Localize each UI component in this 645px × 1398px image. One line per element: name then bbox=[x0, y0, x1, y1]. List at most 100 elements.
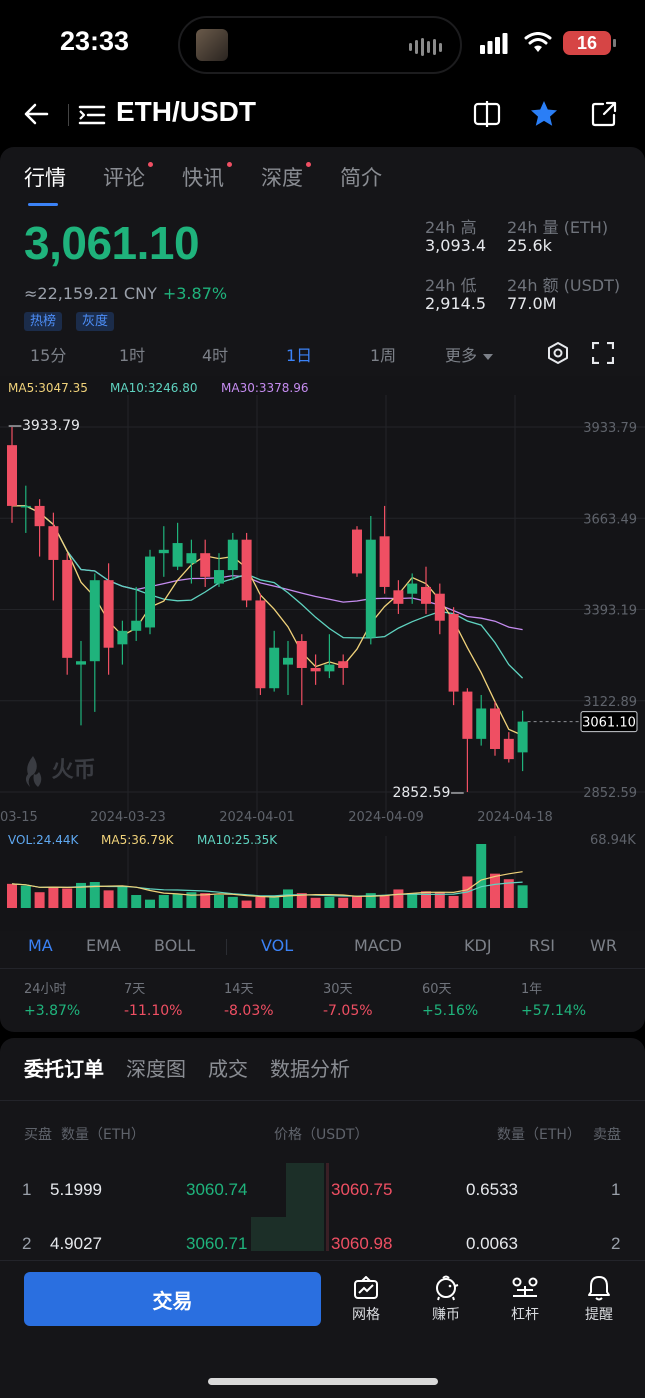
ask-index: 1 bbox=[611, 1180, 621, 1199]
timeframe-4h[interactable]: 4时 bbox=[202, 346, 229, 365]
back-arrow-icon[interactable] bbox=[22, 102, 50, 126]
indicator-divider bbox=[226, 939, 227, 955]
volume-bar bbox=[476, 844, 487, 908]
chart-settings-icon[interactable] bbox=[546, 341, 570, 365]
perf-value-30d: -7.05% bbox=[323, 1003, 373, 1019]
dynamic-island[interactable] bbox=[178, 16, 462, 74]
home-indicator[interactable] bbox=[208, 1378, 438, 1385]
audio-wave-icon bbox=[409, 38, 442, 56]
leverage-button[interactable]: 杠杆 bbox=[500, 1274, 550, 1330]
ask-header: 卖盘 bbox=[593, 1127, 621, 1143]
volume-bar bbox=[448, 895, 459, 908]
piggy-bank-icon bbox=[436, 1275, 459, 1301]
low-label: 24h 低 bbox=[425, 276, 477, 295]
detail-tabs: 行情 评论 快讯 深度 简介 bbox=[24, 162, 419, 192]
tab-depth[interactable]: 深度 bbox=[261, 162, 311, 192]
chart-area[interactable] bbox=[0, 376, 645, 931]
candle-body bbox=[503, 738, 514, 760]
trade-button[interactable]: 交易 bbox=[24, 1272, 321, 1326]
tab-trades[interactable]: 成交 bbox=[208, 1057, 248, 1081]
candle-body bbox=[407, 583, 418, 594]
y-tick-label: 3122.89 bbox=[583, 695, 637, 710]
status-time: 23:33 bbox=[60, 26, 130, 56]
indicator-wr[interactable]: WR bbox=[590, 936, 617, 955]
divider bbox=[0, 968, 645, 969]
volume-bar bbox=[20, 885, 31, 908]
volume-bar bbox=[200, 893, 211, 908]
timeframe-15m[interactable]: 15分 bbox=[30, 346, 67, 365]
bid-price[interactable]: 3060.74 bbox=[186, 1180, 248, 1199]
tab-order-book[interactable]: 委托订单 bbox=[24, 1057, 104, 1081]
indicator-rsi[interactable]: RSI bbox=[529, 936, 555, 955]
indicator-kdj[interactable]: KDJ bbox=[464, 936, 492, 955]
candle-body bbox=[7, 445, 17, 506]
candlestick-chart[interactable]: 3933.79 3663.49 3393.19 3122.89 2852.59 03-15… bbox=[0, 395, 645, 835]
volume-bar bbox=[241, 900, 252, 908]
timeframe-more[interactable]: 更多 bbox=[445, 342, 494, 366]
ask-qty[interactable]: 0.6533 bbox=[466, 1180, 518, 1199]
bid-qty[interactable]: 5.1999 bbox=[50, 1180, 102, 1199]
candle-body bbox=[393, 590, 404, 604]
ask-index: 2 bbox=[611, 1234, 621, 1253]
timeframe-1w[interactable]: 1周 bbox=[370, 346, 397, 365]
high-label: 24h 高 bbox=[425, 218, 477, 237]
perf-label-7d: 7天 bbox=[124, 982, 146, 997]
volume-bar bbox=[407, 893, 418, 908]
indicator-ema[interactable]: EMA bbox=[86, 936, 121, 955]
indicator-macd[interactable]: MACD bbox=[354, 936, 402, 955]
leverage-icon bbox=[512, 1277, 538, 1297]
volume-bar bbox=[393, 889, 404, 908]
candle-body bbox=[76, 661, 86, 665]
tab-market[interactable]: 行情 bbox=[24, 166, 66, 190]
volume-bar bbox=[503, 879, 514, 908]
tab-data-analysis[interactable]: 数据分析 bbox=[270, 1057, 350, 1081]
volume-bar bbox=[76, 882, 86, 908]
bid-qty[interactable]: 4.9027 bbox=[50, 1234, 102, 1253]
tab-news[interactable]: 快讯 bbox=[182, 162, 232, 192]
candle-body bbox=[241, 539, 252, 601]
x-tick-label: 03-15 bbox=[0, 810, 38, 825]
volume-bar bbox=[352, 895, 362, 908]
bid-price[interactable]: 3060.71 bbox=[186, 1234, 248, 1253]
ask-qty[interactable]: 0.0063 bbox=[466, 1234, 518, 1253]
volume-chart[interactable] bbox=[0, 836, 645, 916]
pair-list-icon[interactable] bbox=[78, 104, 106, 126]
last-price: 3,061.10 bbox=[24, 217, 200, 269]
amount-label: 24h 额 (USDT) bbox=[507, 276, 621, 295]
indicator-boll[interactable]: BOLL bbox=[154, 936, 196, 955]
candle-body bbox=[255, 600, 266, 689]
indicator-vol[interactable]: VOL bbox=[261, 936, 294, 955]
fullscreen-icon[interactable] bbox=[592, 342, 614, 364]
tab-comments[interactable]: 评论 bbox=[103, 162, 153, 192]
ask-price[interactable]: 3060.75 bbox=[331, 1180, 393, 1199]
timeframe-1h[interactable]: 1时 bbox=[119, 346, 146, 365]
indicator-ma[interactable]: MA bbox=[28, 936, 53, 955]
candle-body bbox=[476, 708, 487, 739]
timeframe-1d[interactable]: 1日 bbox=[286, 346, 313, 365]
pair-title[interactable]: ETH/USDT bbox=[116, 96, 256, 127]
perf-value-1y: +57.14% bbox=[521, 1003, 587, 1019]
vol-ma5-line bbox=[11, 871, 523, 898]
candle-body bbox=[517, 721, 528, 753]
grid-bot-button[interactable]: 网格 bbox=[341, 1274, 391, 1330]
candle-body bbox=[186, 553, 197, 564]
earn-button[interactable]: 赚币 bbox=[421, 1274, 471, 1330]
alert-button[interactable]: 提醒 bbox=[574, 1274, 624, 1330]
volume-bar bbox=[62, 888, 73, 908]
price-cny-change: ≈22,159.21 CNY +3.87% bbox=[24, 284, 227, 303]
hot-list-badge[interactable]: 热榜 bbox=[24, 312, 63, 331]
compare-icon[interactable] bbox=[473, 101, 501, 127]
share-icon[interactable] bbox=[591, 101, 617, 127]
volume-bar bbox=[227, 896, 238, 908]
unread-dot bbox=[227, 162, 232, 167]
tab-intro[interactable]: 简介 bbox=[340, 166, 382, 190]
ask-price[interactable]: 3060.98 bbox=[331, 1234, 393, 1253]
candle-body bbox=[338, 661, 349, 668]
favorite-star-icon[interactable] bbox=[530, 100, 558, 127]
unread-dot bbox=[306, 162, 311, 167]
tab-depth-chart[interactable]: 深度图 bbox=[126, 1057, 186, 1081]
grayscale-badge[interactable]: 灰度 bbox=[76, 312, 115, 331]
candle-body bbox=[310, 667, 321, 672]
bid-header: 买盘 bbox=[24, 1127, 52, 1143]
candle-body bbox=[283, 657, 293, 665]
